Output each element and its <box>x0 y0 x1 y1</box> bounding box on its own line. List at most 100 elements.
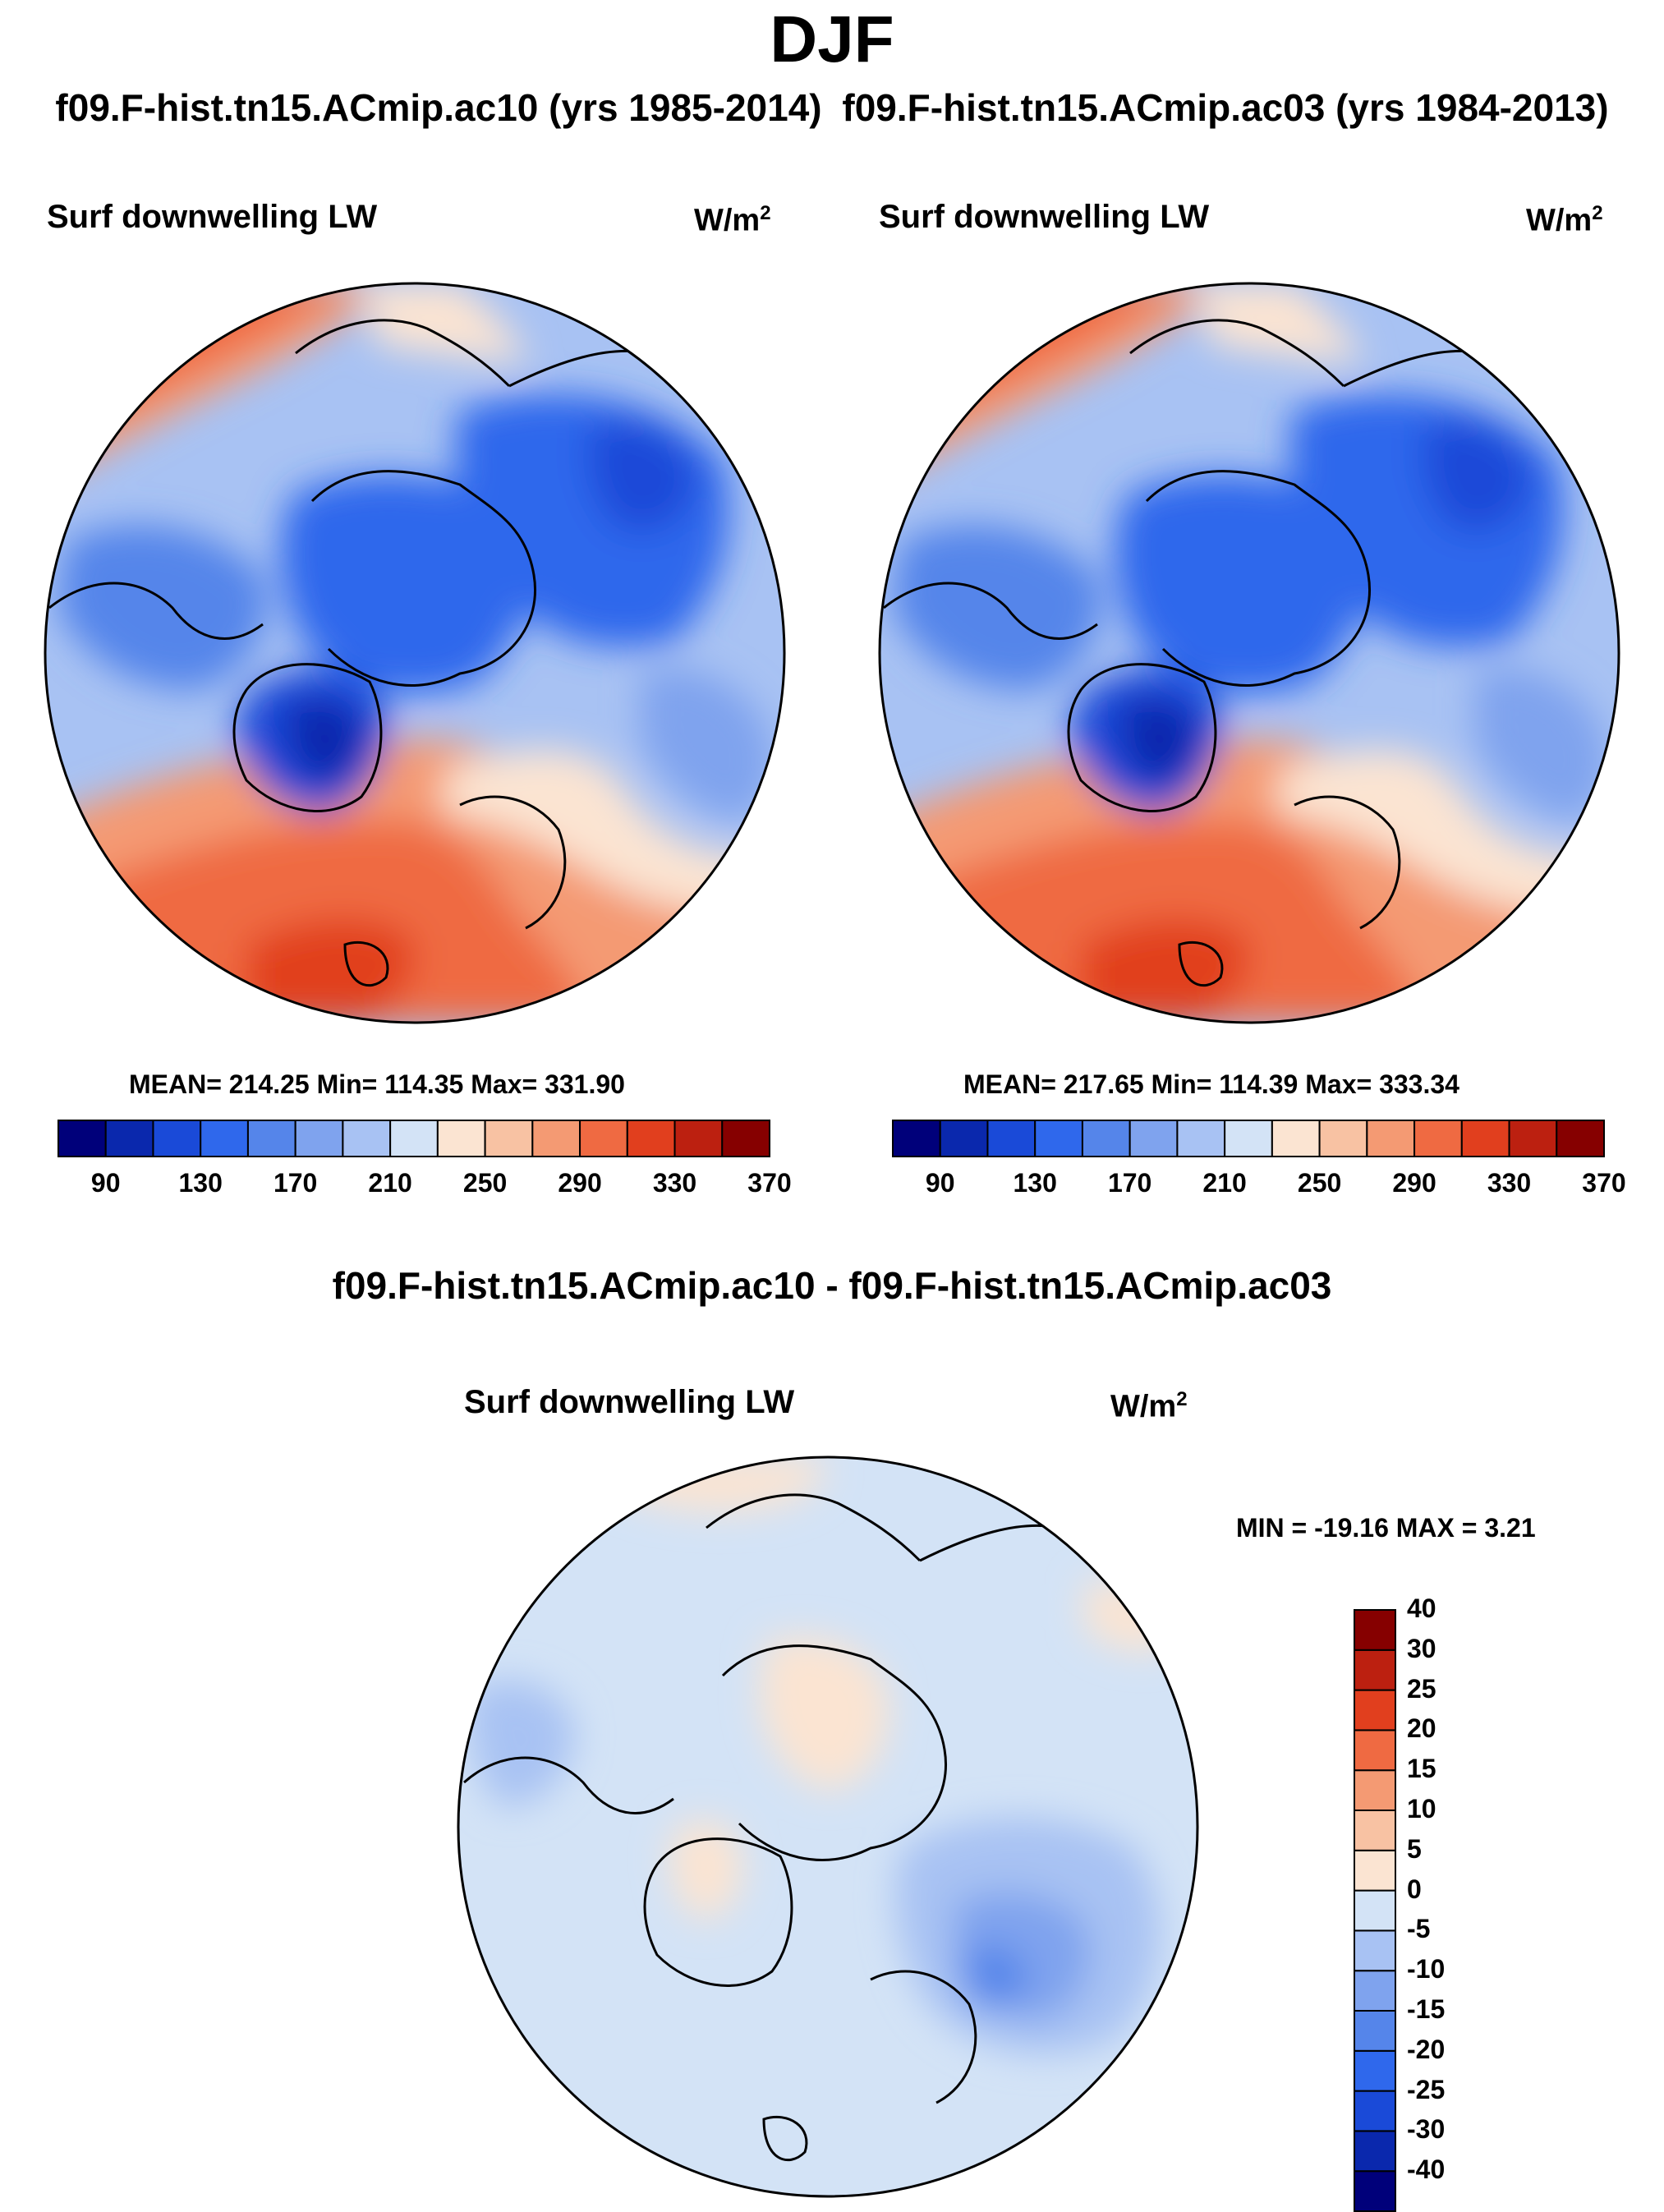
panel2-colorbar-tick: 210 <box>1202 1168 1247 1198</box>
panel1-region-arctic-ocean <box>280 475 532 693</box>
case-title-right: f09.F-hist.tn15.ACmip.ac03 (yrs 1984-201… <box>842 86 1609 129</box>
panel2-units-base: W/m <box>1526 203 1593 238</box>
panel3-units-base: W/m <box>1110 1389 1177 1424</box>
panel3-units: W/m2 <box>1110 1388 1188 1425</box>
panel3-colorbar-box-11 <box>1354 1729 1396 1772</box>
panel2-colorbar-box-7 <box>1224 1120 1273 1157</box>
panel2-map <box>880 283 1619 1023</box>
panel2-region-bering <box>1196 283 1360 361</box>
panel1-colorbar-box-4 <box>246 1120 296 1157</box>
panel2-region-europe-mild <box>1278 749 1619 920</box>
case-title-left: f09.F-hist.tn15.ACmip.ac10 (yrs 1985-201… <box>55 86 822 129</box>
figure-title: DJF <box>770 2 894 76</box>
panel1-colorbar-box-13 <box>673 1120 724 1157</box>
panel1-colorbar-box-3 <box>200 1120 249 1157</box>
panel3-colorbar-box-14 <box>1354 1609 1396 1651</box>
difference-title: f09.F-hist.tn15.ACmip.ac10 - f09.F-hist.… <box>332 1264 1332 1307</box>
panel1-coast-canada <box>48 582 264 640</box>
panel3-colorbar-box-4 <box>1354 2010 1396 2052</box>
panel2-coastlines <box>883 319 1484 986</box>
panel3-coast-british-isles <box>762 2115 808 2161</box>
panel2-colorbar-box-14 <box>1556 1120 1606 1157</box>
panel1-colorbar-box-11 <box>579 1120 628 1157</box>
panel2-stats: MEAN= 217.65 Min= 114.39 Max= 333.34 <box>963 1069 1459 1099</box>
panel1-colorbar-box-6 <box>342 1120 392 1157</box>
panel1-colorbar-tick: 370 <box>747 1168 792 1198</box>
panel3-coast-canada <box>463 1756 674 1814</box>
panel2-colorbar-box-10 <box>1366 1120 1416 1157</box>
panel3-map <box>458 1457 1197 2196</box>
panel2-colorbar-tick: 250 <box>1297 1168 1342 1198</box>
panel3-colorbar-tick: 15 <box>1407 1754 1436 1784</box>
panel3-coast-alaska <box>706 1493 922 1562</box>
panel2-colorbar-tick: 370 <box>1582 1168 1626 1198</box>
panel2-units-exponent: 2 <box>1592 202 1603 224</box>
panel3-coast-greenland <box>643 1837 793 1987</box>
panel1-units-exponent: 2 <box>760 202 771 224</box>
panel3-stats: MIN = -19.16 MAX = 3.21 <box>1236 1513 1536 1543</box>
panel2-region-canada <box>892 525 1102 690</box>
panel2-colorbar-box-2 <box>986 1120 1037 1157</box>
panel1-region-greenland-core <box>287 698 365 784</box>
panel3-units-exponent: 2 <box>1176 1388 1188 1410</box>
panel2-colorbar-box-9 <box>1318 1120 1368 1157</box>
panel3-colorbar-tick: 30 <box>1407 1633 1436 1663</box>
panel1-colorbar-tick: 250 <box>462 1168 508 1198</box>
panel3-colorbar-tick: 20 <box>1407 1713 1436 1744</box>
panel2-region-west-siberia <box>1475 668 1607 821</box>
panel3-colorbar-box-1 <box>1354 2130 1396 2173</box>
panel1-variable-title: Surf downwelling LW <box>47 199 378 235</box>
panel2-coast-british-isles <box>1178 940 1224 986</box>
panel3-colorbar-tick: -5 <box>1407 1914 1431 1944</box>
panel1-colorbar-tick: 130 <box>178 1168 223 1198</box>
panel2-colorbar-box-4 <box>1081 1120 1131 1157</box>
panel1-colorbar-box-1 <box>104 1120 154 1157</box>
panel3-colorbar-tick: -20 <box>1407 2034 1446 2064</box>
panel2-colorbar-tick: 330 <box>1487 1168 1532 1198</box>
panel2-colorbar-box-13 <box>1508 1120 1558 1157</box>
panel1-colorbar <box>57 1120 770 1157</box>
panel3-region-negative-canada <box>467 1680 575 1807</box>
panel2-region-siberia-core <box>1423 421 1533 532</box>
panel2-colorbar-tick: 170 <box>1107 1168 1152 1198</box>
panel3-colorbar-box-12 <box>1354 1689 1396 1731</box>
panel3-colorbar-tick: -10 <box>1407 1954 1446 1984</box>
panel2-colorbar <box>892 1120 1606 1157</box>
panel3-colorbar-box-9 <box>1354 1810 1396 1851</box>
panel2-coast-scandinavia <box>1294 795 1401 930</box>
panel1-colorbar-box-5 <box>294 1120 344 1157</box>
panel3-colorbar-box-8 <box>1354 1849 1396 1892</box>
panel1-units: W/m2 <box>694 202 771 239</box>
panel3-field-base <box>458 1457 1197 2196</box>
panel3-colorbar-box-10 <box>1354 1769 1396 1811</box>
panel3-variable-title: Surf downwelling LW <box>464 1384 795 1420</box>
panel2-map-frame <box>878 282 1620 1024</box>
panel1-colorbar-box-14 <box>721 1120 770 1157</box>
panel1-region-bering <box>361 283 526 361</box>
panel2-colorbar-box-6 <box>1176 1120 1226 1157</box>
panel1-region-europe-mild <box>444 749 784 920</box>
panel2-coast-greenland <box>1067 663 1217 812</box>
panel3-map-frame <box>457 1456 1199 2198</box>
panel1-colorbar-box-8 <box>436 1120 486 1157</box>
panel3-colorbar-box-5 <box>1354 1970 1396 2012</box>
panel3-colorbar-tick: 5 <box>1407 1833 1422 1864</box>
panel2-colorbar-box-5 <box>1128 1120 1179 1157</box>
panel1-region-siberia-core <box>588 421 698 532</box>
panel1-colorbar-tick: 170 <box>273 1168 318 1198</box>
panel1-colorbar-tick: 210 <box>368 1168 412 1198</box>
panel1-region-canada <box>57 525 268 690</box>
panel3-region-positive-greenland <box>669 1819 743 1920</box>
panel3-colorbar-box-6 <box>1354 1929 1396 1972</box>
panel3-colorbar-box-2 <box>1354 2090 1396 2132</box>
panel3-colorbar-tick: -30 <box>1407 2114 1446 2145</box>
panel2-colorbar-box-1 <box>939 1120 989 1157</box>
panel1-region-west-siberia <box>641 668 772 821</box>
panel1-colorbar-tick: 290 <box>558 1168 602 1198</box>
panel1-colorbar-tick: 90 <box>90 1168 121 1198</box>
panel2-region-arctic-ocean <box>1115 475 1367 693</box>
panel2-colorbar-box-3 <box>1034 1120 1083 1157</box>
panel1-coast-scandinavia <box>459 795 567 930</box>
panel1-coastlines <box>48 319 650 986</box>
